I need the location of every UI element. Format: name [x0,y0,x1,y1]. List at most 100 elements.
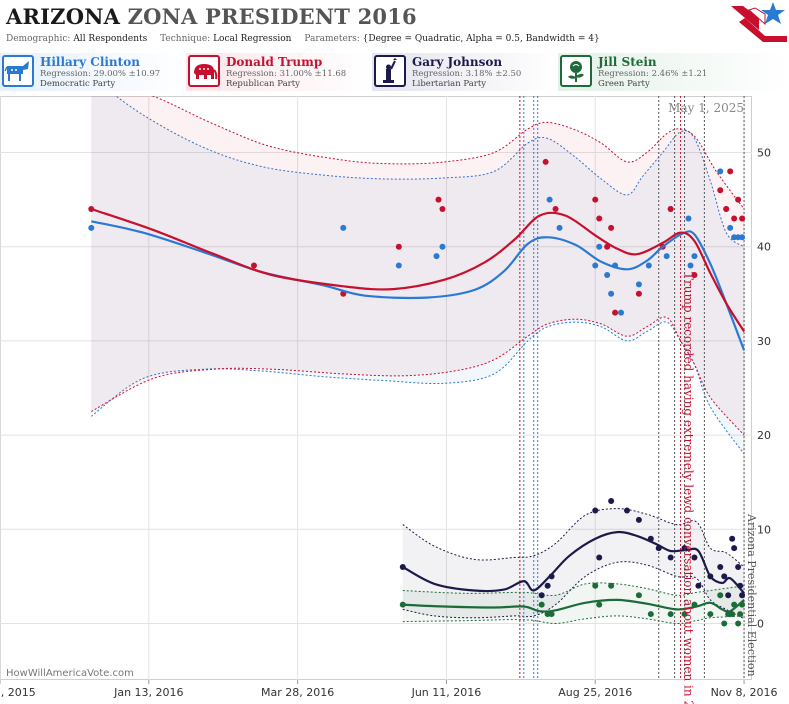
poll-point-donald-trump [608,224,615,231]
poll-point-jill-stein [681,611,688,618]
candidate-party-clinton: Democratic Party [40,79,116,89]
rose-icon [560,55,592,87]
poll-point-gary-johnson [721,573,728,580]
x-tick-label: Aug 25, 2016 [558,686,632,699]
candidate-party-johnson: Libertarian Party [412,79,487,89]
poll-point-donald-trump [739,215,746,222]
poll-point-gary-johnson [691,554,698,561]
y-tick-label: 10 [757,523,771,536]
poll-point-donald-trump [439,206,446,213]
poll-point-hillary-clinton [592,262,599,269]
poll-point-gary-johnson [544,582,551,589]
poll-point-gary-johnson [538,592,545,599]
poll-chart: 0 10 20 30 40 50 Oct 30, 2015 Jan 13, 2016 Mar 2… [0,96,778,704]
parameters-line: Demographic: All Respondents Technique: … [6,34,610,44]
site-logo-icon [731,2,787,42]
y-tick-label: 40 [757,241,771,254]
poll-point-jill-stein [635,592,642,599]
candidate-name-trump: Donald Trump [226,55,323,69]
trend-line-gary-johnson [402,530,745,595]
technique-label: Technique: [160,34,211,44]
poll-point-donald-trump [735,196,742,203]
confidence-band-2 [91,96,745,436]
poll-point-hillary-clinton [556,224,563,231]
poll-point-gary-johnson [635,516,642,523]
poll-point-gary-johnson [667,554,674,561]
y-tick-label: 30 [757,335,771,348]
poll-point-hillary-clinton [663,253,670,260]
candidate-name-johnson: Gary Johnson [412,55,503,69]
demographic-value: All Respondents [73,34,148,44]
poll-point-jill-stein [647,611,654,618]
poll-point-jill-stein [596,601,603,608]
poll-point-jill-stein [735,620,742,627]
poll-point-hillary-clinton [439,243,446,250]
poll-point-hillary-clinton [604,271,611,278]
poll-point-hillary-clinton [685,215,692,222]
confidence-lower-4 [402,615,745,625]
poll-point-donald-trump [635,290,642,297]
x-tick-label: Oct 30, 2015 [0,686,36,699]
poll-point-hillary-clinton [433,253,440,260]
candidate-party-stein: Green Party [598,79,650,89]
grid-group: 0 10 20 30 40 50 Oct 30, 2015 Jan 13, 2016 Mar 2… [0,96,778,699]
poll-point-hillary-clinton [691,253,698,260]
poll-point-jill-stein [592,582,599,589]
poll-point-hillary-clinton [618,309,625,316]
poll-point-jill-stein [737,611,744,618]
candidate-name-stein: Jill Stein [598,55,657,69]
demographic-label: Demographic: [6,34,71,44]
poll-point-donald-trump [727,168,734,175]
header: ARIZONA ZONA PRESIDENT 2016 Demographic:… [0,0,789,52]
confidence-lower-1 [91,321,745,455]
title-state: ARIZONA [6,4,121,29]
poll-point-hillary-clinton [596,243,603,250]
poll-point-hillary-clinton [717,168,724,175]
donkey-icon [2,55,34,87]
confidence-band-1 [91,96,745,454]
poll-point-gary-johnson [623,507,630,514]
candidate-card-stein: Jill Stein Regression: 2.46% ±1.21 Green… [558,53,789,91]
poll-point-hillary-clinton [395,262,402,269]
poll-point-jill-stein [608,582,615,589]
poll-point-hillary-clinton [608,290,615,297]
poll-point-jill-stein [721,620,728,627]
page-title: ARIZONA ZONA PRESIDENT 2016 [6,4,417,29]
y-tick-label: 20 [757,429,771,442]
poll-point-donald-trump [592,196,599,203]
annotation-election-day: Arizona Presidential Election [745,513,758,677]
parameters-label: Parameters: [304,34,360,44]
confidence-upper-3 [402,508,745,568]
poll-point-donald-trump [731,215,738,222]
poll-point-donald-trump [667,206,674,213]
candidate-name-clinton: Hillary Clinton [40,55,140,69]
technique-value: Local Regression [213,34,292,44]
elephant-icon [188,55,220,87]
poll-point-donald-trump [395,243,402,250]
candidate-regression-johnson: Regression: 3.18% ±2.50 [412,69,522,79]
poll-point-jill-stein [667,611,674,618]
candidate-regression-clinton: Regression: 29.00% ±10.97 [40,69,161,79]
poll-point-hillary-clinton [739,234,746,241]
poll-point-jill-stein [538,601,545,608]
poll-point-donald-trump [542,158,549,165]
y-tick-label: 0 [757,617,764,630]
poll-point-hillary-clinton [88,224,95,231]
poll-point-donald-trump [691,271,698,278]
poll-point-gary-johnson [731,545,738,552]
x-tick-label: Mar 28, 2016 [261,686,334,699]
poll-point-hillary-clinton [546,196,553,203]
trend-line-donald-trump [90,207,746,333]
parameters-value: {Degree = Quadratic, Alpha = 0.5, Bandwi… [362,34,600,44]
poll-point-donald-trump [612,309,619,316]
poll-point-gary-johnson [596,554,603,561]
poll-point-donald-trump [552,206,559,213]
poll-point-hillary-clinton [727,224,734,231]
poll-point-gary-johnson [717,563,724,570]
poll-point-gary-johnson [735,563,742,570]
poll-point-jill-stein [707,611,714,618]
site-credit: HowWillAmericaVote.com [6,668,134,679]
annotation-lewd-conversation: Trump recorded having extremely lewd con… [682,272,696,704]
poll-point-hillary-clinton [687,262,694,269]
poll-point-hillary-clinton [645,262,652,269]
